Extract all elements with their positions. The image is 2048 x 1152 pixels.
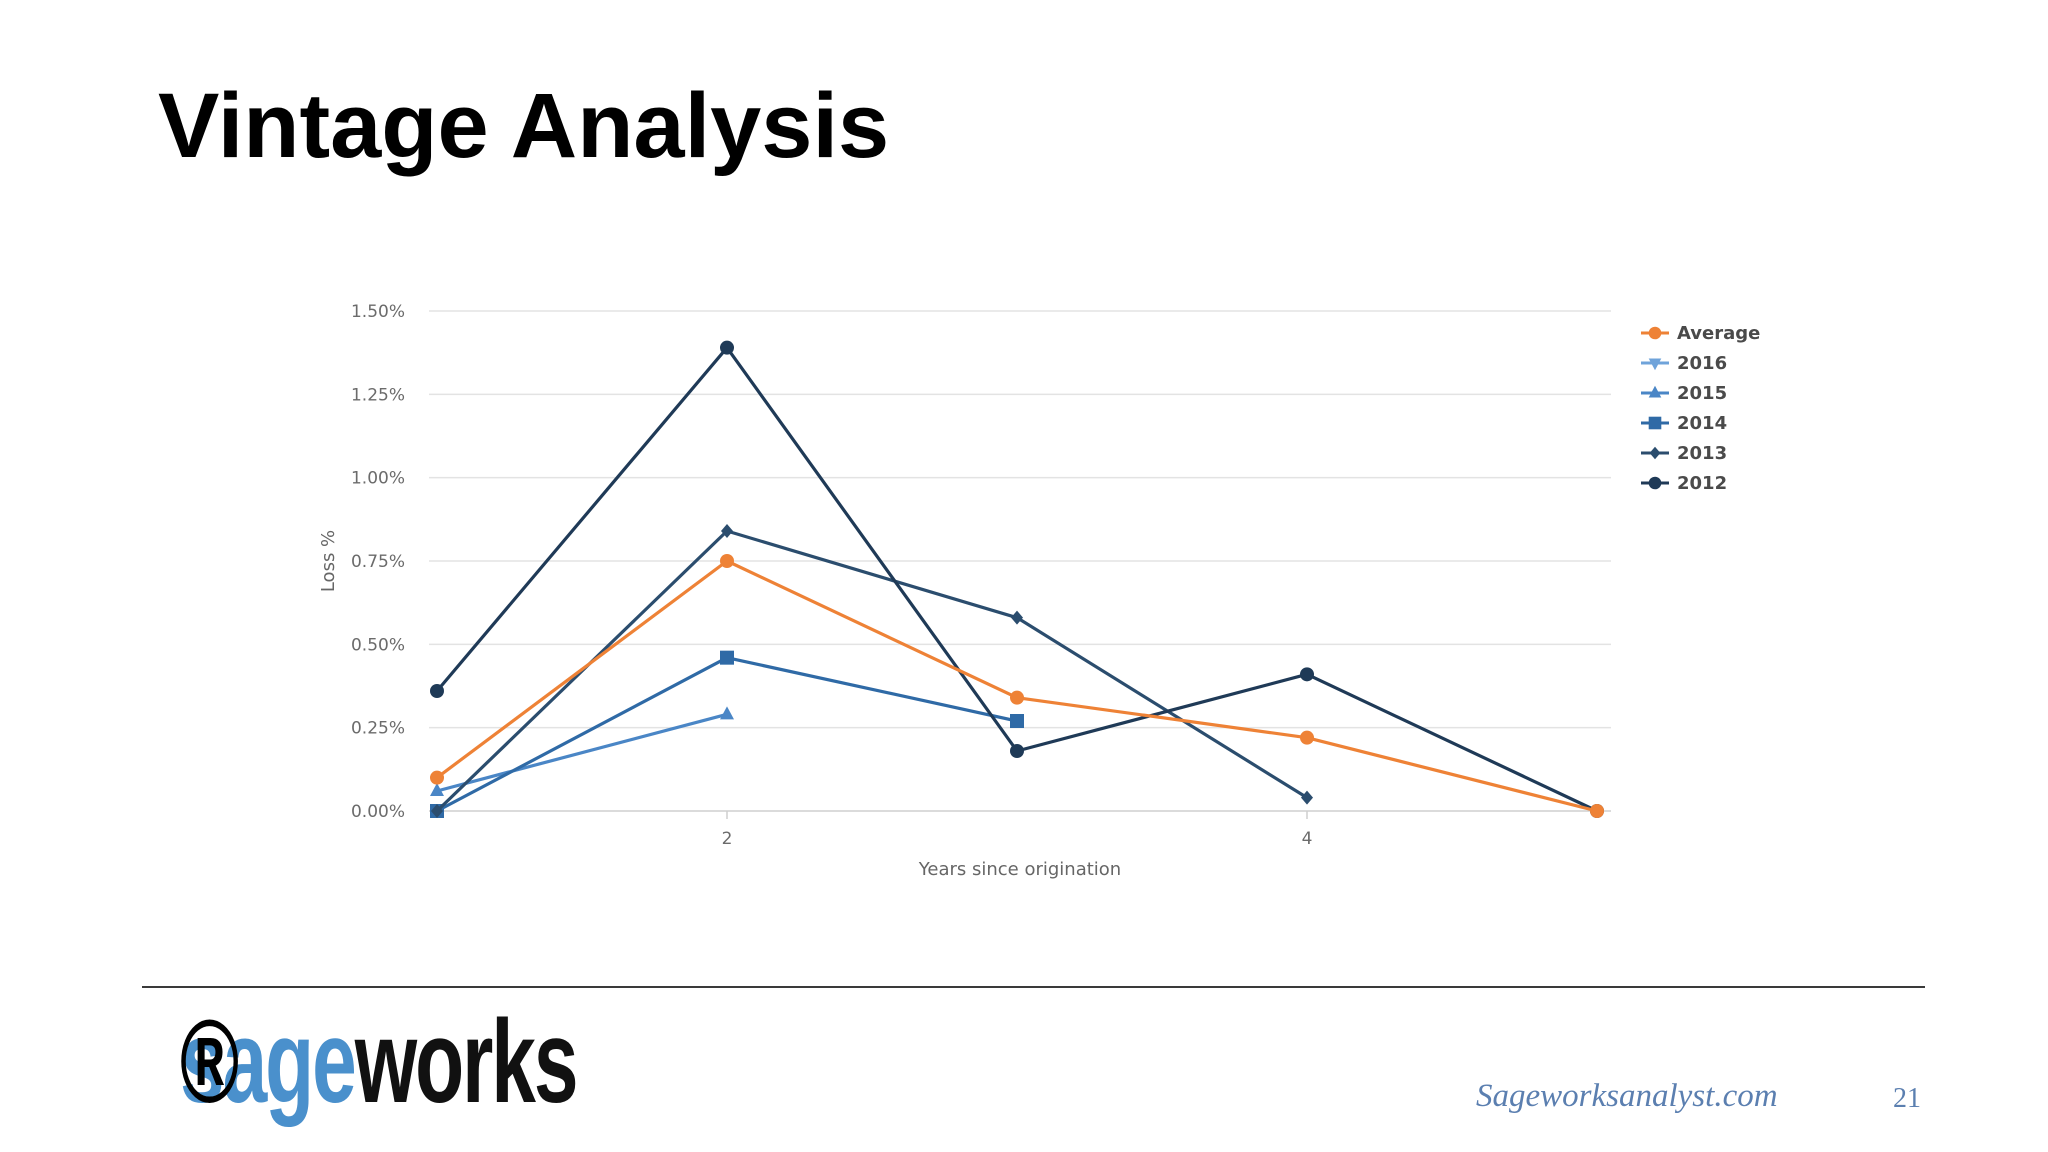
legend-item-2015[interactable]: 2015 (1641, 383, 1727, 404)
chart-legend[interactable]: Average 2016 2015 2014 2013 2012 (1641, 323, 1760, 494)
point-2013 (1011, 610, 1023, 625)
y-tick-label: 1.25% (351, 385, 405, 405)
point-2012 (1300, 667, 1314, 682)
legend-item-2014[interactable]: 2014 (1641, 413, 1727, 434)
point-2013 (1301, 790, 1313, 805)
chart-axes: 0.00% 0.25% 0.50% 0.75% 1.00% 1.25% 1.50% 2 4 Yea… (318, 302, 1312, 880)
legend-swatch-marker (1649, 446, 1661, 460)
point-2013 (721, 524, 733, 538)
footer-divider (142, 986, 1925, 988)
series-line-2012 (435, 346, 1598, 813)
point-2012 (1010, 744, 1024, 758)
legend-label: 2013 (1677, 443, 1727, 464)
point-2012 (720, 340, 734, 355)
x-tick-label: 2 (722, 829, 733, 849)
legend-item-average[interactable]: Average (1641, 323, 1760, 344)
footer-url[interactable]: Sageworksanalyst.com (1476, 1078, 1778, 1114)
chart-series (430, 340, 1604, 818)
point-2013 (431, 804, 443, 818)
y-tick-label: 0.00% (351, 802, 405, 822)
chart-gridlines (429, 310, 1611, 812)
page-number: 21 (1893, 1083, 1921, 1114)
legend-label: 2015 (1677, 383, 1727, 404)
y-tick-label: 1.50% (351, 302, 405, 322)
sageworks-logo: sageworks (180, 996, 578, 1128)
point-2012 (430, 684, 444, 698)
point-average (1300, 730, 1314, 745)
point-average (1590, 804, 1604, 818)
y-tick-label: 0.25% (351, 719, 405, 739)
series-line-2013 (435, 529, 1308, 813)
series-line-average (436, 559, 1598, 813)
legend-swatch-marker (1648, 326, 1662, 340)
point-2015 (430, 783, 444, 796)
point-average (430, 770, 444, 785)
series-2014 (430, 650, 1024, 818)
series-2015 (430, 706, 734, 796)
y-axis-title: Loss % (318, 530, 339, 592)
series-2012 (430, 340, 1604, 818)
legend-label: 2014 (1677, 413, 1727, 434)
point-2015 (720, 706, 734, 720)
point-average (720, 554, 734, 568)
series-line-2014 (436, 656, 1018, 813)
registered-mark: ® (180, 996, 239, 1128)
series-line-2015 (436, 712, 728, 793)
series-2013 (431, 524, 1313, 818)
point-2014 (1010, 714, 1024, 728)
y-tick-label: 0.75% (351, 552, 405, 572)
legend-label: Average (1677, 323, 1760, 344)
point-average (1010, 690, 1024, 705)
legend-swatch-marker (1648, 358, 1662, 371)
legend-item-2013[interactable]: 2013 (1641, 443, 1727, 464)
legend-label: 2012 (1677, 473, 1727, 494)
legend-swatch-marker (1648, 416, 1662, 430)
legend-swatch-marker (1648, 476, 1662, 490)
y-tick-label: 0.50% (351, 635, 405, 655)
y-tick-label: 1.00% (351, 469, 405, 489)
series-average (430, 554, 1604, 818)
x-tick-label: 4 (1302, 829, 1313, 849)
legend-label: 2016 (1677, 353, 1727, 374)
legend-swatch-marker (1648, 385, 1662, 398)
legend-item-2012[interactable]: 2012 (1641, 473, 1727, 494)
slide-title: Vintage Analysis (158, 75, 890, 177)
x-axis-title: Years since origination (918, 859, 1121, 880)
point-2014 (720, 650, 734, 665)
legend-item-2016[interactable]: 2016 (1641, 353, 1727, 374)
